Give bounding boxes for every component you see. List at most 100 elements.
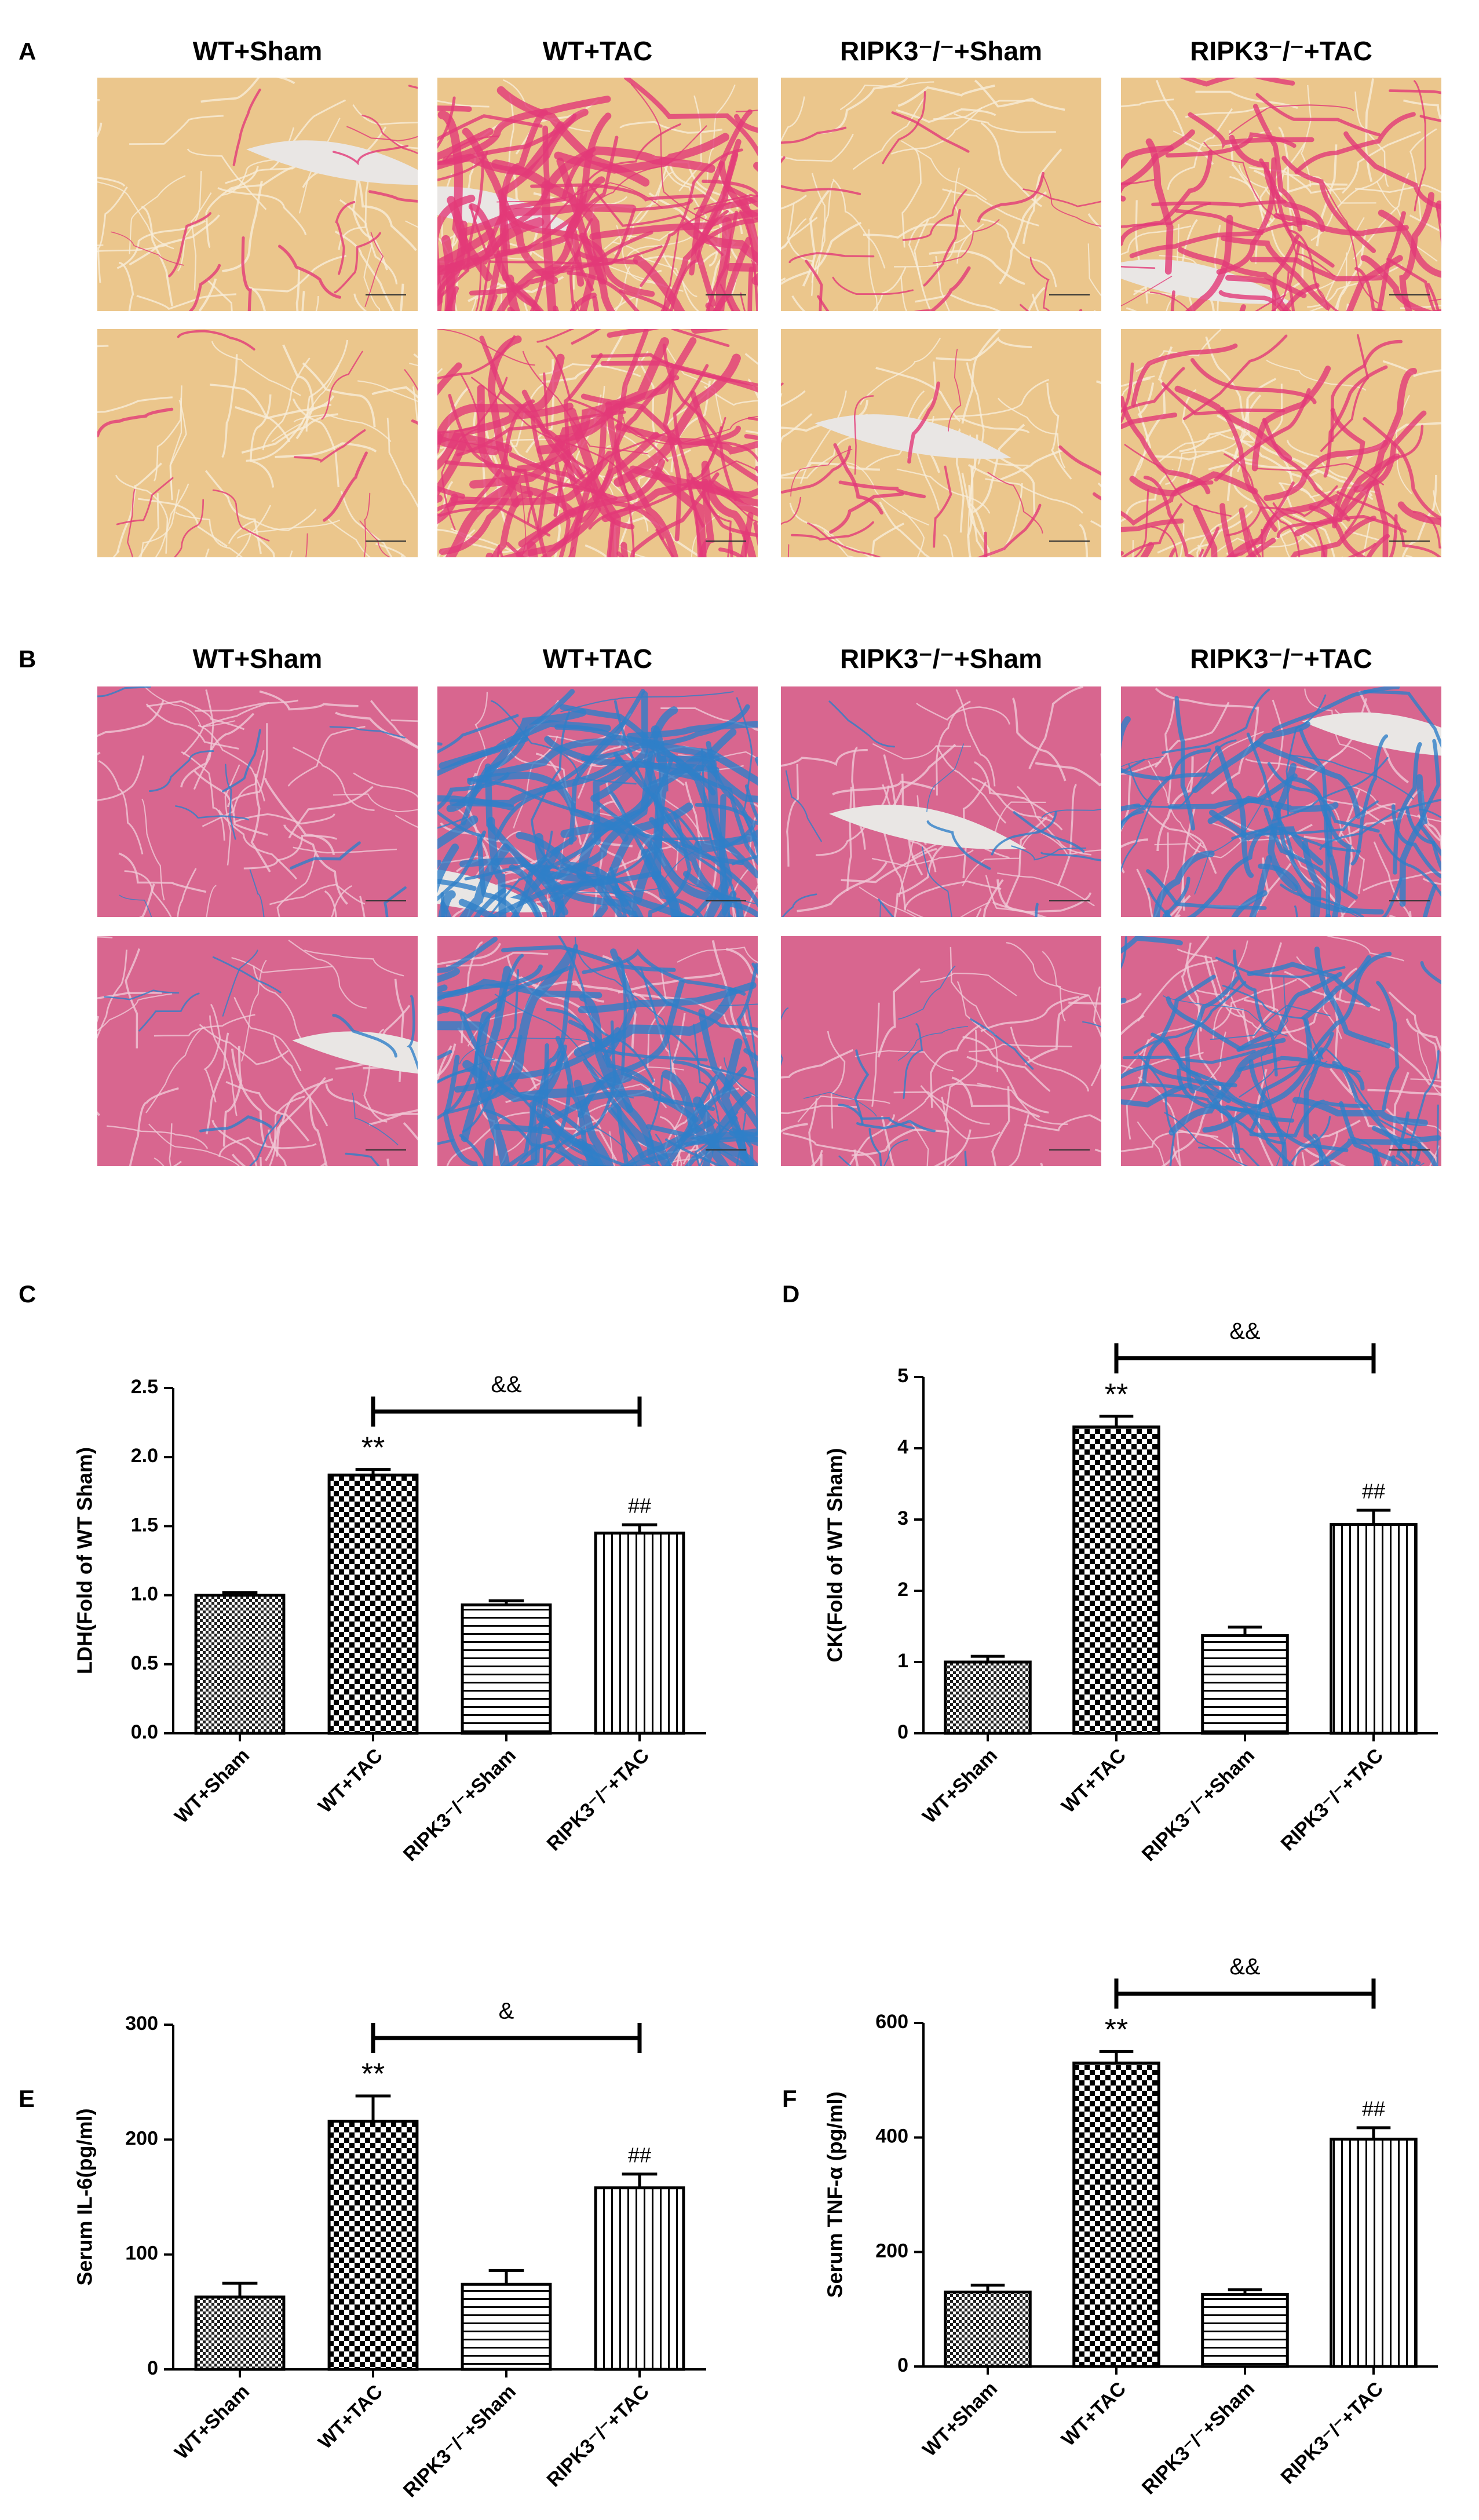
cell-border [966,1056,1049,1114]
cell-border [962,828,1039,887]
cell-border [618,972,721,994]
fibrosis [111,231,184,266]
cell-border [897,1083,992,1122]
fibrosis [921,846,952,917]
fibrosis [574,937,672,1075]
cell-border [293,414,392,443]
fibrosis [490,870,662,917]
cell-border [199,1024,289,1065]
fibrosis [1121,936,1127,969]
fibrosis [1427,283,1440,311]
fibrosis [1272,502,1326,557]
cell-border [956,981,998,1072]
cell-border [97,122,103,138]
cell-border [1195,90,1298,109]
fibrosis [499,109,548,282]
fibrosis [1302,840,1321,917]
cell-border [839,81,934,111]
cell-border [1155,688,1258,710]
fibrosis [640,148,743,287]
cell-border [893,845,944,917]
fibrosis [964,1151,967,1166]
cell-border [1024,1114,1101,1131]
cell-border [140,489,180,557]
fibrosis [1082,1021,1101,1028]
fibrosis [1224,453,1301,557]
fibrosis [1151,200,1287,208]
fibrosis [662,365,682,542]
cell-border [851,746,866,850]
fibrosis [437,978,602,999]
fibrosis [856,1119,936,1133]
fibrosis [1373,1156,1377,1166]
cell-border [269,99,346,170]
cell-border [225,1080,310,1142]
cell-border [97,99,100,101]
fibrosis [1288,229,1339,311]
micrograph [97,936,418,1166]
fibrosis [683,871,744,917]
cell-border [97,700,165,737]
fibrosis [1121,1083,1231,1108]
fibrosis [530,711,571,872]
fibrosis [1323,365,1388,478]
fibrosis [1022,188,1101,207]
fibrosis [1376,211,1406,311]
cell-border [704,862,717,917]
bar [194,1594,286,1735]
micrograph [781,936,1101,1166]
x-tick-label: RIPK3⁻/⁻+TAC [1277,1744,1387,1855]
fibrosis [119,894,152,917]
cell-border [1204,955,1251,1044]
fibrosis [1389,89,1441,94]
cell-border [371,386,418,399]
fibrosis [1371,1126,1438,1166]
cell-border [233,813,335,825]
micrograph [1121,686,1441,917]
fibrosis [540,419,607,557]
cell-border [781,435,863,479]
y-axis-label: LDH(Fold of WT Sham) [73,1447,97,1674]
cell-border [210,384,291,443]
cell-border [916,702,1010,725]
fibrosis [746,1004,758,1078]
fibrosis [352,1093,399,1145]
cell-border [1010,1027,1090,1092]
cell-border [292,398,339,488]
cell-border [1405,1018,1441,1054]
cell-border [799,390,847,484]
fibrosis [651,466,707,557]
fibrosis [542,1144,546,1166]
fibrosis [1420,961,1441,985]
y-tick-label: 3 [897,1507,908,1529]
fibrosis [613,353,741,487]
fibrosis [437,403,574,470]
fibrosis [1419,808,1441,819]
cell-border [877,967,921,1058]
fibrosis [781,185,861,195]
fibrosis [650,740,758,787]
fibrosis [1389,514,1398,557]
cell-border [247,528,276,557]
fibrosis [1121,412,1178,430]
fibrosis [294,429,366,463]
fibrosis [1263,440,1389,501]
cell-border [781,1123,808,1133]
fibrosis [675,845,740,917]
gap [829,805,1027,850]
cell-border [904,880,1002,910]
fibrosis [546,146,715,190]
cell-border [781,194,807,210]
cell-border [330,885,352,917]
cell-border [954,167,973,264]
bar [194,2295,286,2371]
fibrosis [168,212,211,277]
fibrosis [437,432,512,454]
micrograph [781,78,1101,311]
cell-border [786,764,799,867]
cell-border [446,952,549,967]
cell-border [97,177,126,187]
cell-border [352,175,388,271]
cell-border [209,1015,238,1116]
fibrosis [1350,1136,1380,1166]
